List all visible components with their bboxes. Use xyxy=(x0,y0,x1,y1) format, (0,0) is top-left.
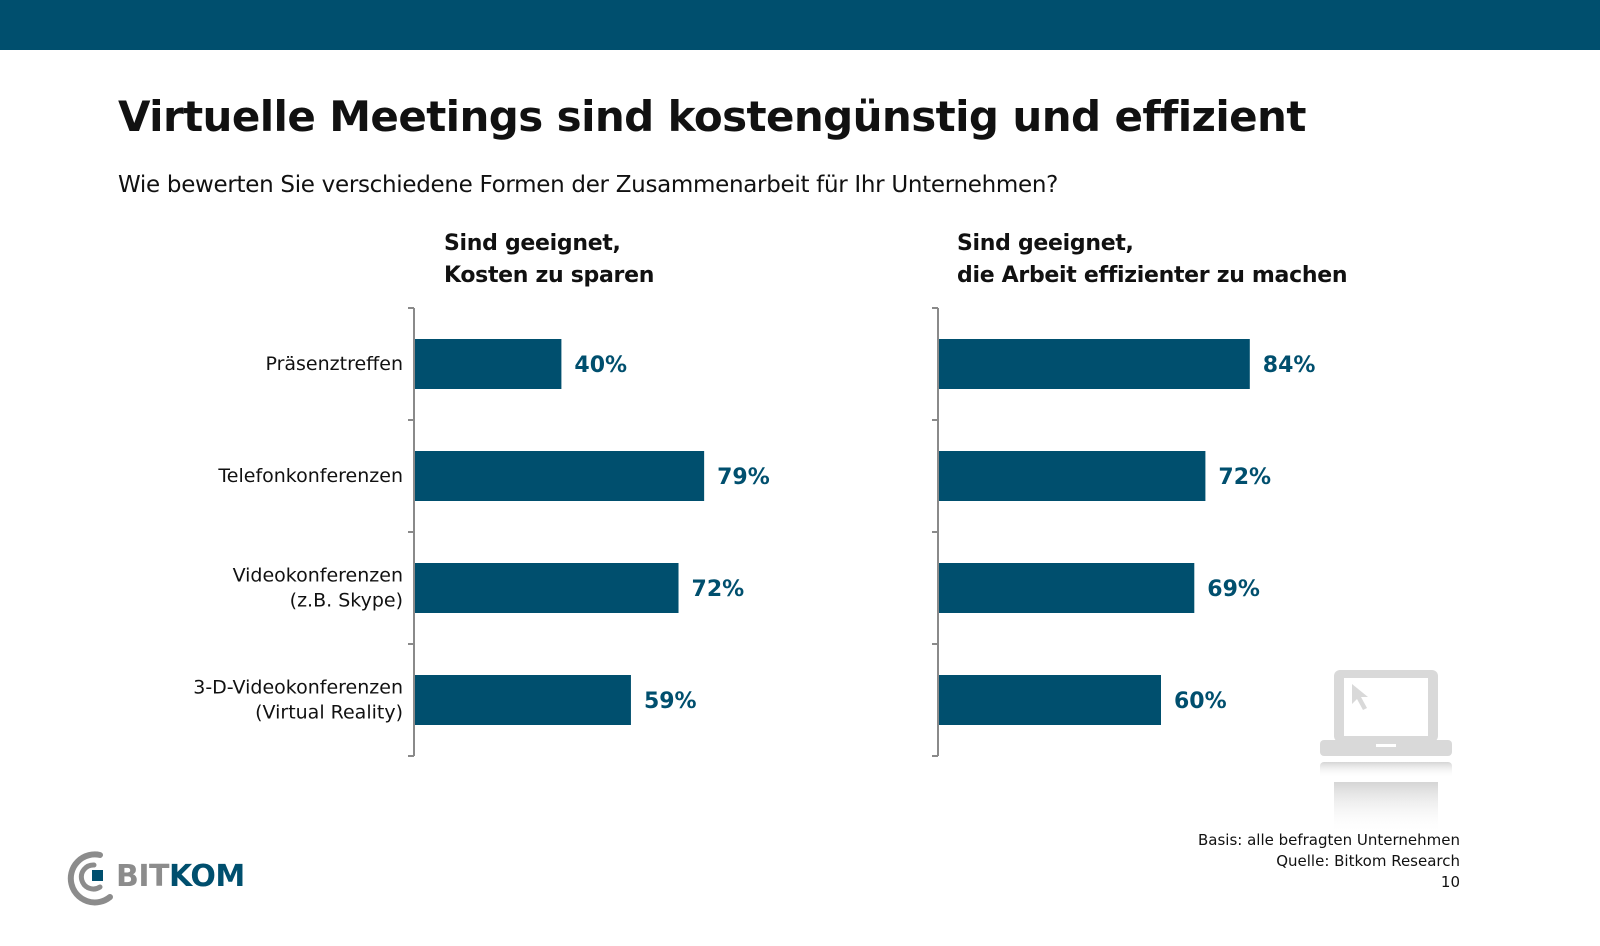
bar-efficiency-2 xyxy=(939,563,1195,613)
logo-text-bit: BIT xyxy=(116,859,170,894)
category-label-2: Videokonferenzen xyxy=(233,565,403,587)
category-label-1: Telefonkonferenzen xyxy=(217,465,403,487)
slide-title: Virtuelle Meetings sind kostengünstig un… xyxy=(118,92,1306,141)
slide-subtitle: Wie bewerten Sie verschiedene Formen der… xyxy=(118,172,1059,198)
chart-cost: 40% Präsenztreffen 79% Telefonkonferenzen 72… xyxy=(193,307,770,757)
chart-cost-heading-line2: Kosten zu sparen xyxy=(444,263,655,288)
bar-efficiency-0 xyxy=(939,339,1250,389)
bar-efficiency-3 xyxy=(939,675,1161,725)
value-label-cost-0: 40% xyxy=(574,353,627,378)
category-label-3: 3-D-Videokonferenzen xyxy=(193,677,403,699)
header-bar xyxy=(0,0,1600,50)
bitkom-logo: BITKOM xyxy=(64,845,254,907)
footnote-source: Quelle: Bitkom Research xyxy=(1276,852,1460,870)
bar-efficiency-1 xyxy=(939,451,1206,501)
bar-cost-3 xyxy=(415,675,631,725)
footnote: Basis: alle befragten Unternehmen Quelle… xyxy=(1198,830,1460,893)
value-label-efficiency-1: 72% xyxy=(1218,465,1271,490)
bar-cost-0 xyxy=(415,339,562,389)
bar-cost-2 xyxy=(415,563,679,613)
bitkom-logo-mark-icon xyxy=(67,851,113,906)
chart-cost-heading: Sind geeignet, Kosten zu sparen xyxy=(444,228,654,292)
chart-cost-heading-line1: Sind geeignet, xyxy=(444,231,621,256)
category-label-2: (z.B. Skype) xyxy=(290,590,403,612)
bitkom-wordmark: BITKOM xyxy=(116,859,245,894)
chart-efficiency-heading-line1: Sind geeignet, xyxy=(957,231,1134,256)
value-label-cost-1: 79% xyxy=(717,465,770,490)
bar-cost-1 xyxy=(415,451,705,501)
chart-efficiency: 84% 72% 69% 60% xyxy=(932,307,1316,757)
value-label-cost-3: 59% xyxy=(644,689,697,714)
value-label-cost-2: 72% xyxy=(692,577,745,602)
value-label-efficiency-3: 60% xyxy=(1174,689,1227,714)
chart-efficiency-heading: Sind geeignet, die Arbeit effizienter zu… xyxy=(957,228,1348,292)
footnote-basis: Basis: alle befragten Unternehmen xyxy=(1197,831,1460,849)
value-label-efficiency-2: 69% xyxy=(1207,577,1260,602)
page-number: 10 xyxy=(1440,873,1460,891)
logo-text-kom: KOM xyxy=(169,859,245,894)
value-label-efficiency-0: 84% xyxy=(1263,353,1316,378)
category-label-3: (Virtual Reality) xyxy=(255,702,403,724)
chart-efficiency-heading-line2: die Arbeit effizienter zu machen xyxy=(957,263,1348,288)
category-label-0: Präsenztreffen xyxy=(265,353,403,375)
laptop-cursor-icon xyxy=(1320,670,1452,834)
